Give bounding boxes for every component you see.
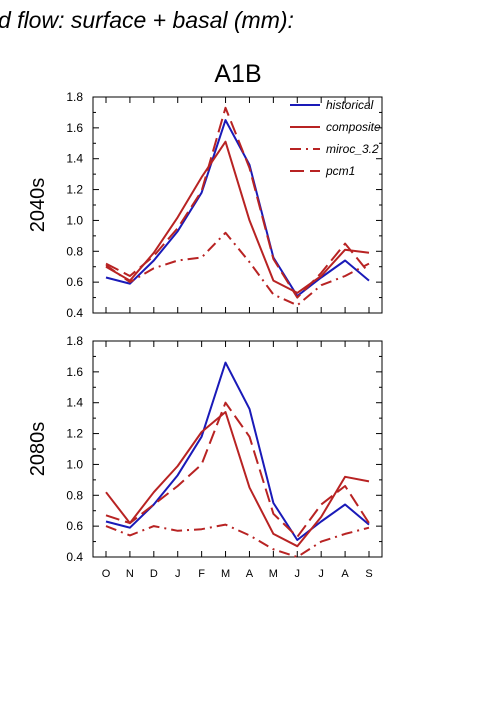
figure-title: d flow: surface + basal (mm): — [0, 7, 294, 33]
y-tick-label: 1.6 — [66, 121, 83, 135]
y-tick-label: 1.8 — [66, 334, 83, 348]
series-line-composite — [105, 140, 370, 294]
x-tick-label: D — [150, 568, 158, 580]
x-tick-label: A — [246, 568, 254, 580]
x-tick-label: J — [318, 568, 324, 580]
y-tick-label: 0.4 — [66, 306, 83, 320]
x-tick-label: A — [341, 568, 349, 580]
x-tick-label: M — [269, 568, 278, 580]
series-line-historical — [105, 119, 370, 297]
scenario-title: A1B — [214, 60, 261, 88]
legend-label-historical: historical — [326, 98, 374, 112]
chart-panel-2040s: 0.4 0.6 0.8 1.0 1.2 1.4 1.6 1.8 2040s historical c… — [27, 90, 383, 320]
y-tick-label: 1.4 — [66, 396, 83, 410]
legend-label-miroc_3.2: miroc_3.2 — [326, 142, 379, 156]
chart-panel-2080s: 0.4 0.6 0.8 1.0 1.2 1.4 1.6 1.8 O N D J F M A M J J A S 2080… — [27, 334, 383, 580]
row-label: 2040s — [27, 178, 49, 233]
y-tick-label: 1.2 — [66, 427, 83, 441]
series-line-composite — [105, 411, 370, 548]
y-tick-label: 0.4 — [66, 550, 83, 564]
x-tick-label: S — [365, 568, 372, 580]
y-tick-label: 0.6 — [66, 275, 83, 289]
y-tick-label: 0.6 — [66, 519, 83, 533]
series-line-pcm1 — [105, 401, 370, 538]
series-line-miroc_3.2 — [105, 231, 370, 307]
x-tick-label: M — [221, 568, 230, 580]
y-tick-label: 1.4 — [66, 152, 83, 166]
y-tick-label: 1.6 — [66, 365, 83, 379]
y-tick-label: 1.0 — [66, 457, 83, 471]
y-tick-label: 0.8 — [66, 244, 83, 258]
y-tick-label: 1.0 — [66, 213, 83, 227]
x-tick-label: O — [102, 568, 111, 580]
x-tick-label: F — [198, 568, 205, 580]
x-tick-label: J — [175, 568, 181, 580]
series-line-miroc_3.2 — [105, 523, 370, 558]
y-tick-label: 1.2 — [66, 183, 83, 197]
chart-panels: 0.4 0.6 0.8 1.0 1.2 1.4 1.6 1.8 2040s historical c… — [27, 90, 383, 580]
x-tick-label: J — [295, 568, 301, 580]
y-tick-label: 0.8 — [66, 488, 83, 502]
x-tick-label: N — [126, 568, 134, 580]
legend-label-pcm1: pcm1 — [325, 164, 355, 178]
y-tick-label: 1.8 — [66, 90, 83, 104]
series-line-pcm1 — [105, 106, 370, 299]
row-label: 2080s — [27, 422, 49, 477]
legend-label-composite: composite — [326, 120, 381, 134]
